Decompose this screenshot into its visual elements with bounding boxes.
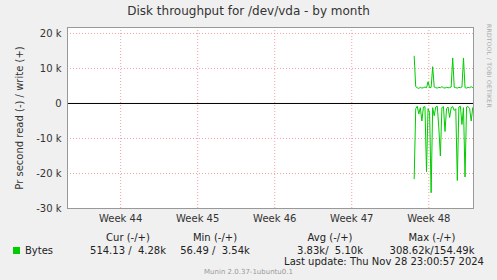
svg-text:Week 45: Week 45: [176, 213, 219, 224]
svg-text:Week 44: Week 44: [99, 213, 142, 224]
html-text:RRDTOOL / TOBI OETIKER: RRDTOOL / TOBI OETIKER: [486, 24, 493, 108]
html-text:514.13 / 4.28k: 514.13 / 4.28k: [90, 245, 166, 256]
svg-text:Week 48: Week 48: [407, 213, 450, 224]
svg-text:-10 k: -10 k: [36, 133, 62, 144]
html-text:3.83k/ 5.10k: 3.83k/ 5.10k: [297, 245, 363, 256]
svg-text:10 k: 10 k: [40, 63, 62, 74]
html-text:56.49 / 3.54k: 56.49 / 3.54k: [180, 245, 250, 256]
html-text:Last update: Thu Nov 28 23:00:: Last update: Thu Nov 28 23:00:57 2024: [284, 256, 484, 267]
html-text:Disk throughput for /dev/vda -: Disk throughput for /dev/vda - by month: [127, 4, 370, 18]
svg-text:0: 0: [55, 98, 61, 109]
svg-text:Week 47: Week 47: [330, 213, 373, 224]
html-text:308.62k/154.49k: 308.62k/154.49k: [389, 245, 475, 256]
html-text:Bytes: Bytes: [25, 245, 54, 256]
svg-text:-30 k: -30 k: [36, 203, 62, 214]
html-text:Cur (-/+): Cur (-/+): [106, 232, 150, 243]
svg-text:-20 k: -20 k: [36, 168, 62, 179]
svg-text:20 k: 20 k: [40, 28, 62, 39]
html-text:Munin 2.0.37-1ubuntu0.1: Munin 2.0.37-1ubuntu0.1: [204, 268, 293, 276]
svg-text:Week 46: Week 46: [253, 213, 296, 224]
html-text:Avg (-/+): Avg (-/+): [307, 232, 353, 243]
html-text:Max (-/+): Max (-/+): [408, 232, 456, 243]
svg-text:Pr second read (-) / write (+): Pr second read (-) / write (+): [14, 46, 25, 189]
html-text:Min (-/+): Min (-/+): [193, 232, 237, 243]
